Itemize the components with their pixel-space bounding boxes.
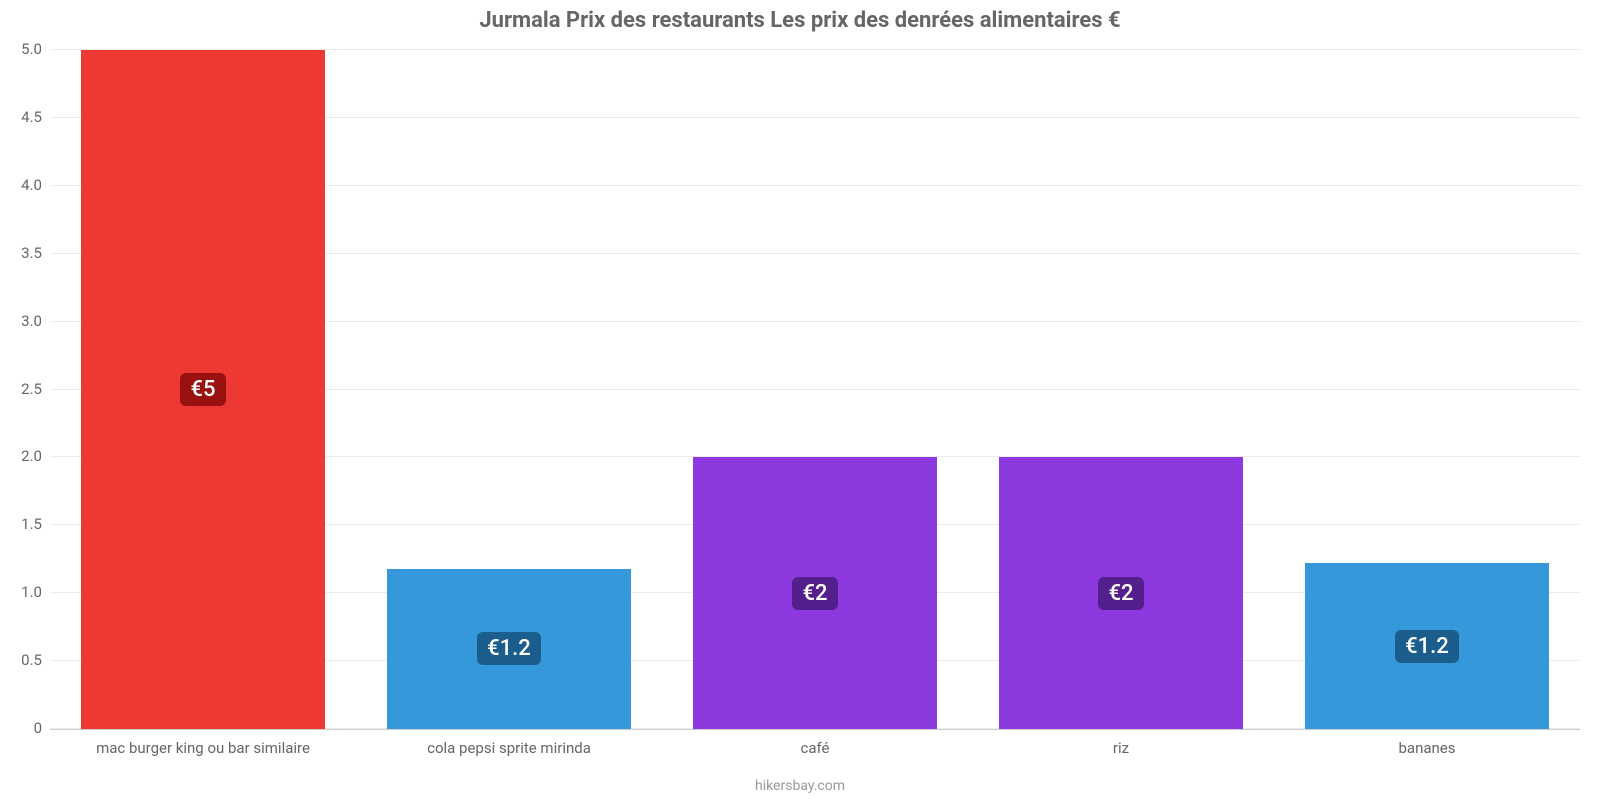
bar-value-label: €5	[180, 373, 225, 406]
chart-credit: hikersbay.com	[0, 778, 1600, 794]
bar-slot: €1.2 bananes	[1274, 50, 1580, 729]
ytick-label: 0.5	[21, 651, 42, 669]
ytick-label: 5.0	[21, 40, 42, 58]
ytick-label: 4.5	[21, 108, 42, 126]
bar-cola: €1.2	[387, 569, 632, 729]
xtick-label: mac burger king ou bar similaire	[50, 739, 356, 757]
bar-slot: €1.2 cola pepsi sprite mirinda	[356, 50, 662, 729]
bar-mac: €5	[81, 50, 326, 729]
ytick-label: 3.5	[21, 244, 42, 262]
bar-value-label: €2	[792, 577, 837, 610]
bar-value-label: €2	[1098, 577, 1143, 610]
bar-slot: €2 riz	[968, 50, 1274, 729]
bar-value-label: €1.2	[1395, 630, 1459, 663]
ytick-label: 1.5	[21, 515, 42, 533]
ytick-label: 0	[34, 719, 42, 737]
bar-value-label: €1.2	[477, 632, 541, 665]
bar-riz: €2	[999, 457, 1244, 729]
xtick-label: bananes	[1274, 739, 1580, 757]
bar-cafe: €2	[693, 457, 938, 729]
bar-slot: €2 café	[662, 50, 968, 729]
ytick-label: 4.0	[21, 176, 42, 194]
price-bar-chart: Jurmala Prix des restaurants Les prix de…	[0, 0, 1600, 800]
chart-title: Jurmala Prix des restaurants Les prix de…	[0, 8, 1600, 33]
ytick-label: 1.0	[21, 583, 42, 601]
xtick-label: cola pepsi sprite mirinda	[356, 739, 662, 757]
ytick-label: 2.5	[21, 380, 42, 398]
plot-area: 0 0.5 1.0 1.5 2.0 2.5 3.0 3.5 4.0 4.5 5.…	[50, 50, 1580, 730]
bars-container: €5 mac burger king ou bar similaire €1.2…	[50, 50, 1580, 729]
bar-slot: €5 mac burger king ou bar similaire	[50, 50, 356, 729]
ytick-label: 3.0	[21, 312, 42, 330]
bar-bananes: €1.2	[1305, 563, 1550, 729]
ytick-label: 2.0	[21, 447, 42, 465]
xtick-label: riz	[968, 739, 1274, 757]
xtick-label: café	[662, 739, 968, 757]
